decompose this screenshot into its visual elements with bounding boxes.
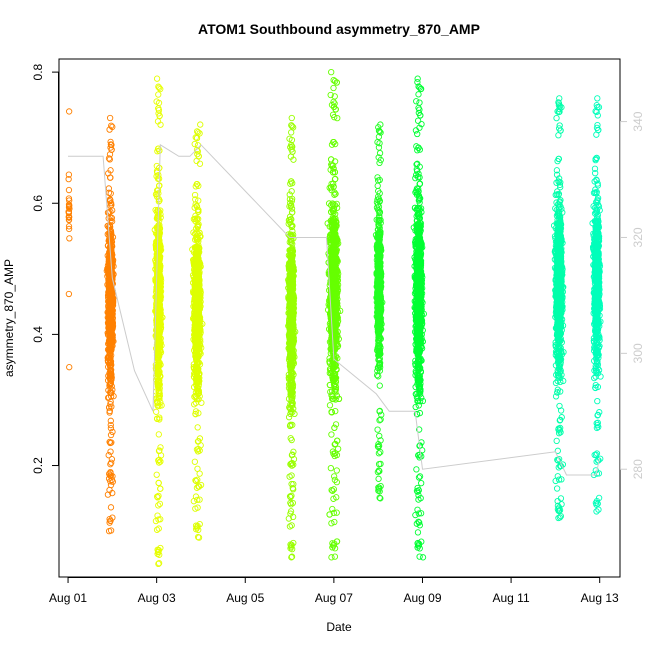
data-point xyxy=(105,209,113,216)
data-point xyxy=(65,290,73,298)
data-point xyxy=(108,214,116,222)
data-point xyxy=(106,196,114,203)
data-point xyxy=(65,171,73,178)
data-point xyxy=(66,202,73,209)
data-point xyxy=(106,404,113,411)
data-point xyxy=(108,456,116,463)
data-point xyxy=(65,195,73,202)
data-point xyxy=(107,504,115,511)
data-point xyxy=(66,205,73,212)
data-point xyxy=(108,476,116,484)
data-point xyxy=(65,186,73,194)
data-point xyxy=(107,478,114,485)
data-point xyxy=(107,448,114,455)
data-point xyxy=(66,108,73,115)
data-point xyxy=(65,213,73,221)
data-point xyxy=(105,353,113,360)
data-point xyxy=(105,155,113,162)
data-point xyxy=(109,428,116,436)
data-point xyxy=(106,407,113,415)
chart-title: ATOM1 Southbound asymmetry_870_AMP xyxy=(198,21,480,37)
data-point xyxy=(65,225,73,233)
data-point xyxy=(107,417,114,424)
data-point xyxy=(108,459,115,466)
data-point xyxy=(110,393,117,400)
data-point xyxy=(66,364,73,371)
data-point xyxy=(65,223,73,230)
data-point xyxy=(105,185,113,192)
data-point xyxy=(65,175,72,183)
data-point xyxy=(107,431,115,439)
data-point xyxy=(107,421,114,429)
data-point xyxy=(65,216,73,224)
data-point xyxy=(108,393,115,400)
data-point xyxy=(109,123,116,131)
data-point xyxy=(66,235,73,242)
data-point xyxy=(106,114,114,122)
data-point xyxy=(107,424,115,432)
